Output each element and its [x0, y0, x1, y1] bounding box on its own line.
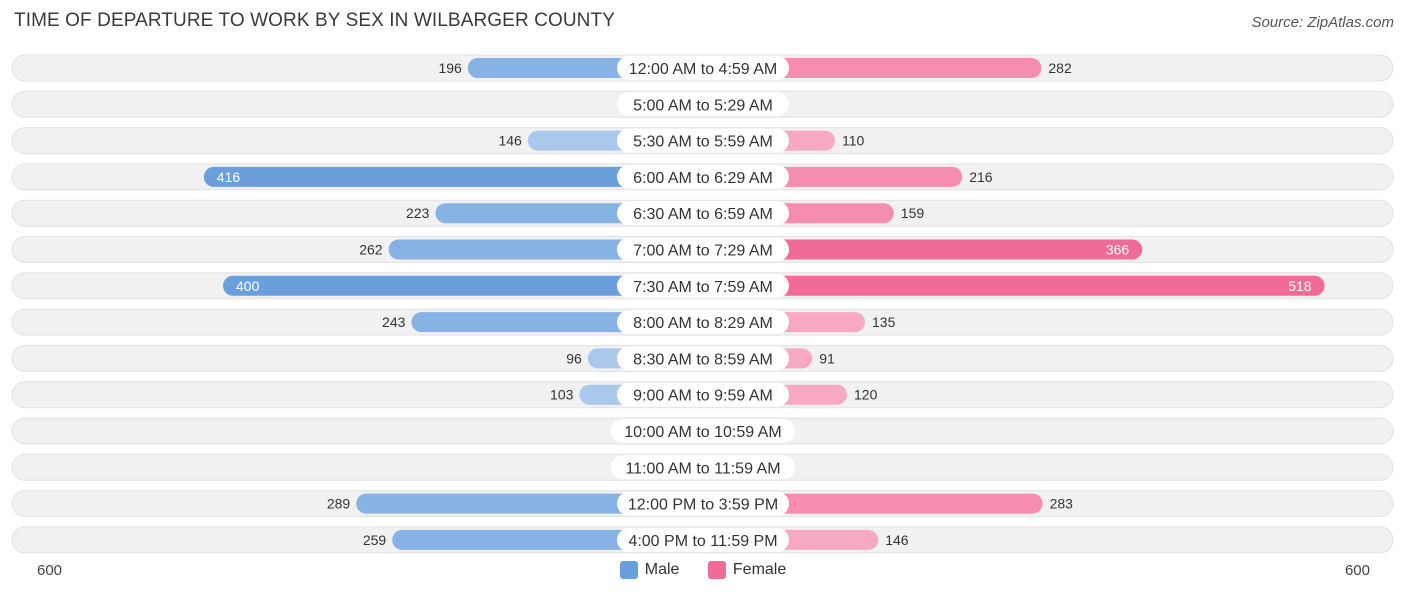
legend-swatch-female: [707, 561, 726, 579]
legend: Male Female: [0, 561, 1406, 584]
category-label: 7:30 AM to 7:59 AM: [633, 279, 773, 296]
value-label-female: 518: [1288, 278, 1312, 294]
legend-label-male: Male: [644, 561, 680, 578]
value-label-female: 120: [854, 387, 878, 403]
value-label-female: 216: [969, 169, 993, 185]
category-label: 4:00 PM to 11:59 PM: [628, 533, 777, 550]
category-pill: [617, 346, 789, 371]
category-label: 8:00 AM to 8:29 AM: [633, 315, 773, 332]
value-label-male: 400: [236, 278, 260, 294]
value-label-female: 91: [819, 350, 835, 366]
category-pill: [617, 310, 789, 335]
legend-swatch-male: [619, 561, 638, 579]
category-pill: [617, 128, 789, 153]
axis-left-label: 600: [37, 562, 63, 579]
bar-female: [703, 275, 1325, 296]
legend-item-male[interactable]: Male: [619, 561, 680, 579]
category-label: 9:00 AM to 9:59 AM: [633, 388, 773, 405]
value-label-female: 159: [901, 205, 925, 221]
category-pill: [617, 56, 789, 80]
category-pill: [617, 527, 789, 552]
category-pill: [617, 164, 789, 189]
category-label: 12:00 AM to 4:59 AM: [629, 61, 778, 78]
value-label-male: 103: [550, 387, 574, 403]
category-pill: [617, 382, 789, 407]
legend-item-female[interactable]: Female: [707, 561, 787, 579]
category-label: 7:00 AM to 7:29 AM: [633, 243, 773, 260]
value-label-female: 283: [1050, 496, 1074, 512]
value-label-female: 146: [885, 532, 909, 548]
legend-label-female: Female: [732, 561, 787, 578]
source-label: Source: ZipAtlas.com: [1251, 14, 1394, 31]
bar-male: [223, 275, 703, 296]
value-label-male: 196: [438, 60, 462, 76]
bar-female: [703, 239, 1143, 260]
value-label-male: 243: [382, 314, 406, 330]
value-label-male: 289: [327, 496, 351, 512]
bar-male: [203, 166, 704, 187]
value-label-male: 146: [498, 133, 522, 149]
category-label: 10:00 AM to 10:59 AM: [624, 424, 781, 441]
category-label: 6:30 AM to 6:59 AM: [633, 206, 773, 223]
value-label-male: 223: [406, 205, 430, 221]
category-pill: [611, 455, 795, 480]
category-pill: [617, 491, 789, 516]
value-label-male: 259: [363, 532, 387, 548]
category-label: 12:00 PM to 3:59 PM: [628, 497, 778, 514]
value-label-male: 262: [359, 242, 383, 258]
category-pill: [617, 273, 789, 298]
chart-title: TIME OF DEPARTURE TO WORK BY SEX IN WILB…: [14, 10, 615, 31]
category-label: 8:30 AM to 8:59 AM: [633, 351, 773, 368]
value-label-female: 282: [1048, 60, 1072, 76]
value-label-male: 416: [217, 169, 241, 185]
category-pill: [617, 92, 789, 117]
category-pill: [611, 419, 795, 443]
value-label-male: 96: [566, 350, 582, 366]
category-label: 5:00 AM to 5:29 AM: [633, 97, 773, 114]
category-pill: [617, 201, 789, 226]
bar-male: [356, 493, 703, 514]
category-pill: [617, 237, 789, 262]
category-label: 5:30 AM to 5:59 AM: [633, 134, 773, 151]
value-label-female: 366: [1106, 242, 1130, 258]
value-label-female: 110: [842, 133, 865, 149]
category-label: 6:00 AM to 6:29 AM: [633, 170, 773, 187]
value-label-female: 135: [872, 314, 896, 330]
axis-right-label: 600: [1344, 562, 1370, 579]
category-label: 11:00 AM to 11:59 AM: [625, 460, 780, 477]
